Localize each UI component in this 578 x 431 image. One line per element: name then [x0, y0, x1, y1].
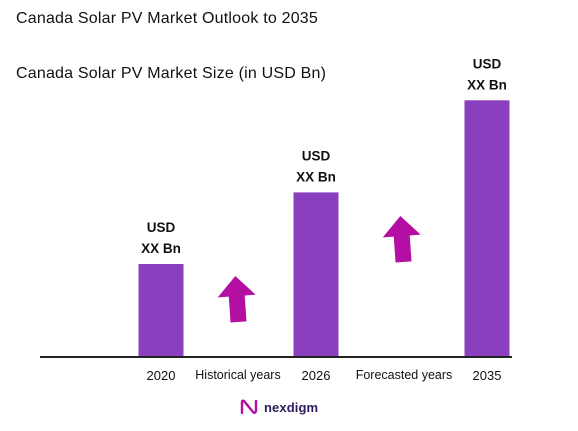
data-label-2020-2: XX Bn	[141, 241, 181, 256]
nexdigm-logo-icon	[240, 399, 258, 415]
growth-arrow-icon	[382, 216, 421, 263]
bar-2026	[293, 192, 339, 357]
data-label-2035-1: USD	[473, 56, 502, 71]
period-label-1: Historical years	[195, 368, 280, 382]
brand-logo: nexdigm	[240, 399, 318, 415]
data-label-2026-1: USD	[302, 148, 331, 163]
x-tick-label-2020: 2020	[147, 368, 176, 383]
bar-2020	[138, 264, 184, 357]
x-tick-label-2035: 2035	[473, 368, 502, 383]
period-label-2: Forecasted years	[356, 368, 453, 382]
x-tick-label-2026: 2026	[302, 368, 331, 383]
growth-arrow-icon	[217, 276, 256, 323]
chart-subtitle: Canada Solar PV Market Size (in USD Bn)	[16, 65, 327, 82]
bar-2035	[464, 100, 510, 357]
data-label-2026-2: XX Bn	[296, 169, 336, 184]
brand-name: nexdigm	[264, 399, 319, 415]
page-title: Canada Solar PV Market Outlook to 2035	[16, 10, 318, 27]
data-label-2035-2: XX Bn	[467, 77, 507, 92]
data-label-2020-1: USD	[147, 220, 176, 235]
